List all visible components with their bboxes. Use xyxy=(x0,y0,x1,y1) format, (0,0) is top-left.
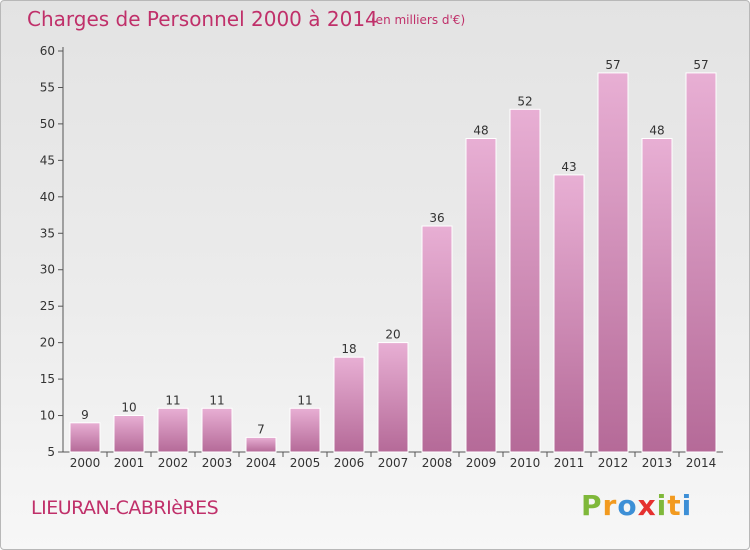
logo-letter: i xyxy=(656,489,668,522)
x-tick-label: 2000 xyxy=(70,456,101,470)
bar-2005 xyxy=(289,407,321,453)
y-tick-label: 35 xyxy=(40,226,55,240)
bar-2001 xyxy=(113,415,145,453)
labels: 5 10 15 20 25 30 35 40 45 50 55 60 9 2000 10 2001 11 2002… xyxy=(40,44,717,470)
x-tick-label: 2006 xyxy=(334,456,365,470)
x-tick-label: 2010 xyxy=(510,456,541,470)
x-tick-label: 2011 xyxy=(554,456,585,470)
bars xyxy=(69,72,717,453)
x-tick-label: 2009 xyxy=(466,456,497,470)
y-tick-label: 55 xyxy=(40,80,55,94)
bar-value-label: 7 xyxy=(257,422,265,436)
bar-2006 xyxy=(333,356,365,453)
proxiti-logo: Proxiti xyxy=(581,489,692,522)
x-tick-label: 2008 xyxy=(422,456,453,470)
y-tick-label: 60 xyxy=(40,44,55,58)
x-tick-label: 2005 xyxy=(290,456,321,470)
logo-letter: r xyxy=(602,489,618,522)
bar-2007 xyxy=(377,342,409,453)
bar-value-label: 11 xyxy=(297,393,312,407)
bar-value-label: 36 xyxy=(429,211,444,225)
chart-title: Charges de Personnel 2000 à 2014 xyxy=(27,7,378,31)
chart-subtitle: (en milliers d'€) xyxy=(371,13,466,27)
logo-letter: P xyxy=(581,489,603,522)
bar-2013 xyxy=(641,138,673,453)
commune-name: LIEURAN-CABRIèRES xyxy=(31,497,219,519)
y-tick-label: 15 xyxy=(40,372,55,386)
bar-2011 xyxy=(553,174,585,453)
y-tick-label: 5 xyxy=(47,445,55,459)
y-tick-label: 50 xyxy=(40,117,55,131)
bar-value-label: 57 xyxy=(605,58,620,72)
y-tick-label: 30 xyxy=(40,263,55,277)
y-tick-label: 45 xyxy=(40,153,55,167)
bar-value-label: 11 xyxy=(209,393,224,407)
x-tick-label: 2004 xyxy=(246,456,277,470)
logo-letter: i xyxy=(681,489,693,522)
bar-value-label: 43 xyxy=(561,160,576,174)
x-tick-label: 2014 xyxy=(686,456,717,470)
bar-2009 xyxy=(465,138,497,453)
bar-2014 xyxy=(685,72,717,453)
bar-2004 xyxy=(245,436,277,453)
x-tick-label: 2012 xyxy=(598,456,629,470)
bar-2010 xyxy=(509,108,541,453)
x-tick-label: 2003 xyxy=(202,456,233,470)
bar-value-label: 57 xyxy=(693,58,708,72)
bar-value-label: 10 xyxy=(121,401,136,415)
bar-2012 xyxy=(597,72,629,453)
bar-2008 xyxy=(421,225,453,453)
logo-letter: o xyxy=(617,489,638,522)
x-tick-label: 2007 xyxy=(378,456,409,470)
x-tick-label: 2013 xyxy=(642,456,673,470)
bar-value-label: 9 xyxy=(81,408,89,422)
bar-2002 xyxy=(157,407,189,453)
bar-value-label: 52 xyxy=(517,94,532,108)
bar-value-label: 48 xyxy=(649,124,664,138)
bar-2003 xyxy=(201,407,233,453)
bar-2000 xyxy=(69,422,101,453)
bar-value-label: 18 xyxy=(341,342,356,356)
bar-value-label: 20 xyxy=(385,328,400,342)
y-tick-label: 40 xyxy=(40,190,55,204)
bar-value-label: 11 xyxy=(165,393,180,407)
x-tick-label: 2002 xyxy=(158,456,189,470)
bar-value-label: 48 xyxy=(473,124,488,138)
y-tick-label: 20 xyxy=(40,336,55,350)
y-tick-label: 25 xyxy=(40,299,55,313)
y-tick-label: 10 xyxy=(40,409,55,423)
x-tick-label: 2001 xyxy=(114,456,145,470)
logo-letter: x xyxy=(637,489,657,522)
logo-letter: t xyxy=(667,489,682,522)
